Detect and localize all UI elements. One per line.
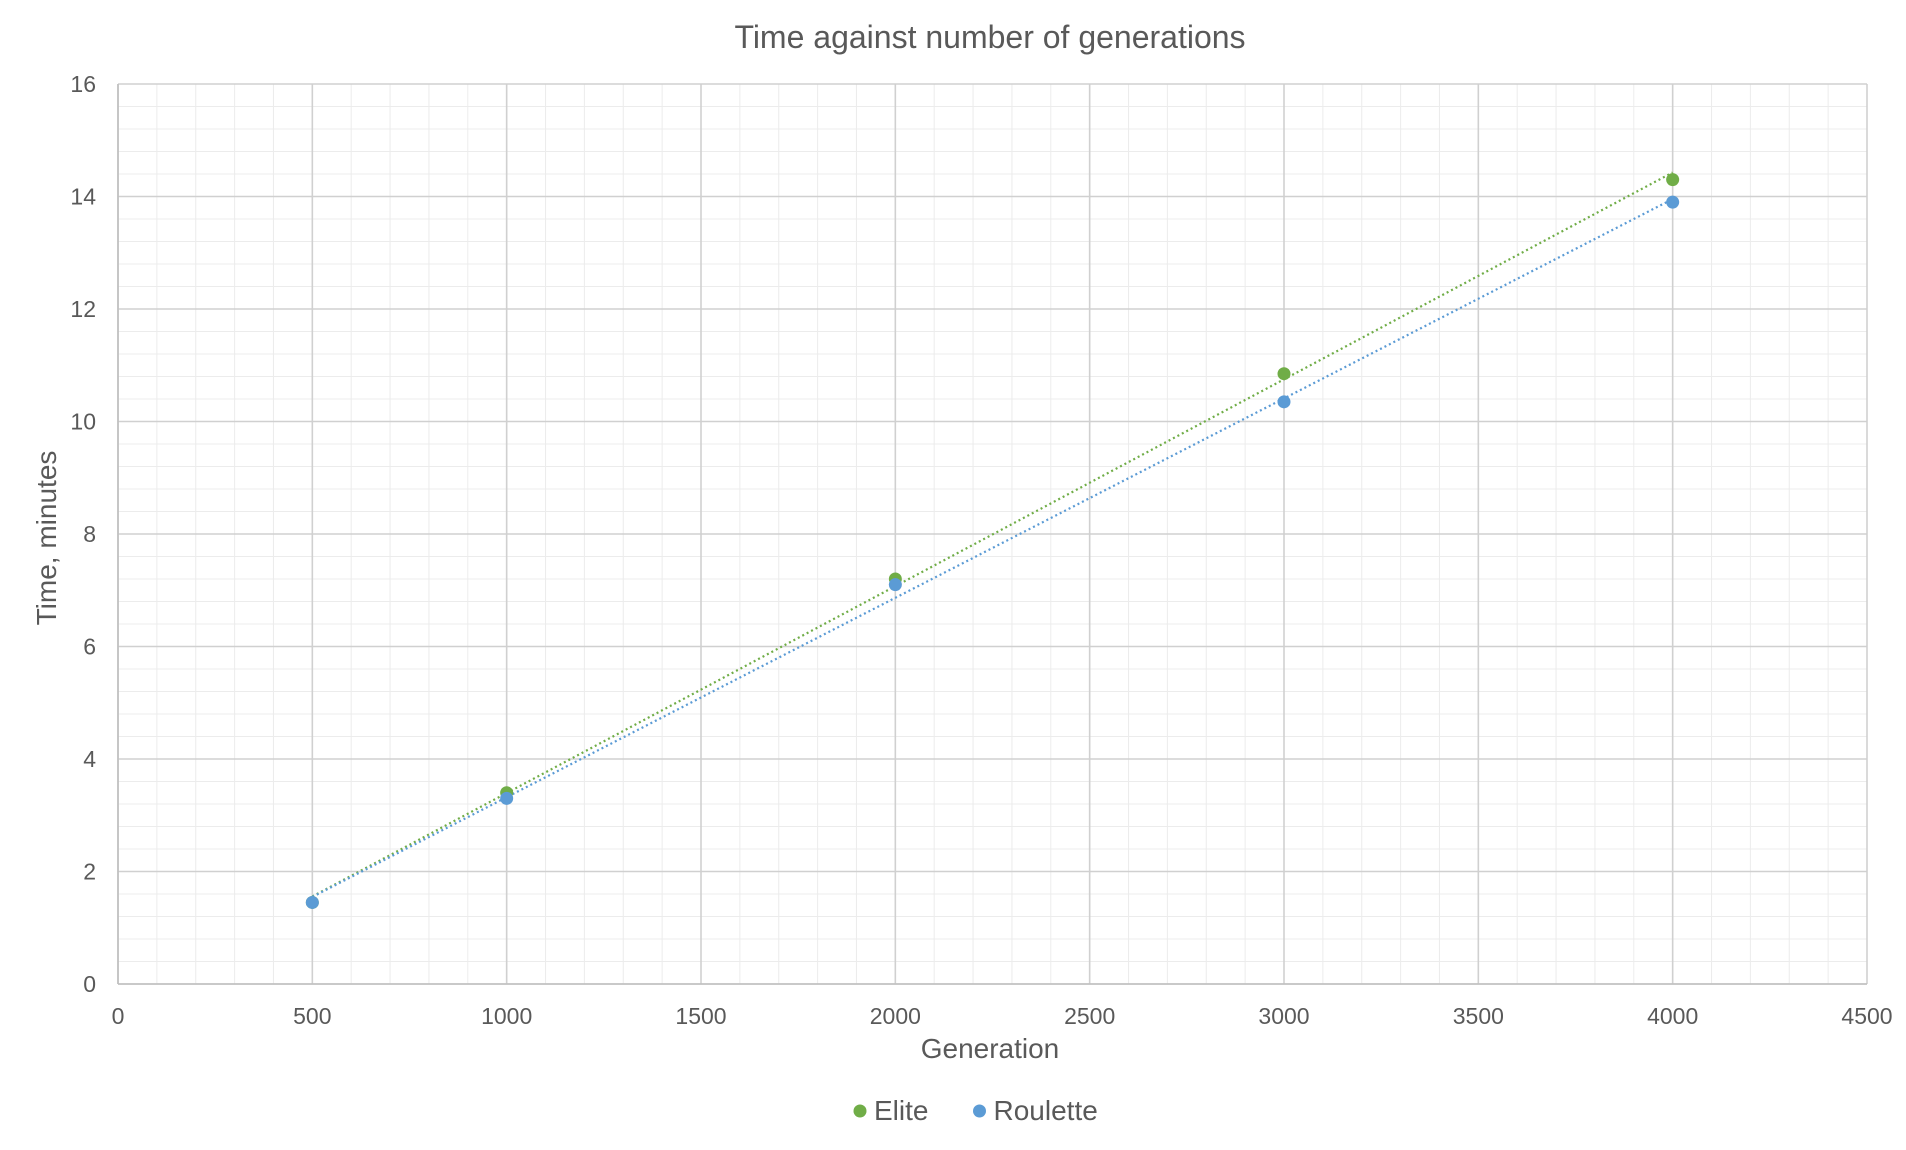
- data-point-roulette: [1277, 395, 1291, 409]
- y-tick-label: 12: [70, 296, 96, 322]
- x-tick-label: 2000: [870, 1003, 921, 1029]
- data-point-roulette: [305, 895, 319, 909]
- y-tick-label: 0: [83, 971, 96, 997]
- x-tick-label: 3000: [1258, 1003, 1309, 1029]
- legend: Elite Roulette: [853, 1095, 1098, 1126]
- x-tick-label: 1500: [675, 1003, 726, 1029]
- trendline-roulette: [311, 198, 1674, 898]
- trendline-elite: [311, 171, 1674, 898]
- tick-labels: 0 500 1000 1500 2000 2500 3000 3500 4000 4500 0 2 4 6…: [70, 71, 1892, 1029]
- data-point-roulette: [1666, 195, 1680, 209]
- axes: [117, 84, 1867, 985]
- y-tick-label: 10: [70, 409, 96, 435]
- data-point-elite: [1666, 173, 1680, 187]
- y-axis-title: Time, minutes: [31, 451, 62, 626]
- y-tick-label: 6: [83, 634, 96, 660]
- trendlines: [311, 171, 1674, 898]
- grid: [117, 83, 1868, 985]
- x-tick-label: 2500: [1064, 1003, 1115, 1029]
- legend-marker-roulette: [973, 1104, 986, 1118]
- data-points: [305, 173, 1680, 909]
- chart-title: Time against number of generations: [734, 19, 1245, 55]
- x-tick-label: 4500: [1841, 1003, 1892, 1029]
- legend-label-elite: Elite: [874, 1095, 928, 1126]
- y-tick-label: 2: [83, 859, 96, 885]
- x-tick-label: 500: [293, 1003, 331, 1029]
- data-point-elite: [1277, 367, 1291, 381]
- x-tick-label: 3500: [1453, 1003, 1504, 1029]
- y-tick-label: 8: [83, 521, 96, 547]
- y-tick-label: 4: [83, 746, 96, 772]
- legend-marker-elite: [853, 1104, 867, 1118]
- x-axis-title: Generation: [921, 1033, 1060, 1064]
- x-tick-label: 0: [112, 1003, 125, 1029]
- legend-label-roulette: Roulette: [994, 1095, 1098, 1126]
- x-tick-label: 1000: [481, 1003, 532, 1029]
- y-tick-label: 14: [70, 184, 96, 210]
- y-tick-label: 16: [70, 71, 96, 97]
- data-point-roulette: [500, 791, 514, 805]
- data-point-roulette: [888, 578, 902, 592]
- x-tick-label: 4000: [1647, 1003, 1698, 1029]
